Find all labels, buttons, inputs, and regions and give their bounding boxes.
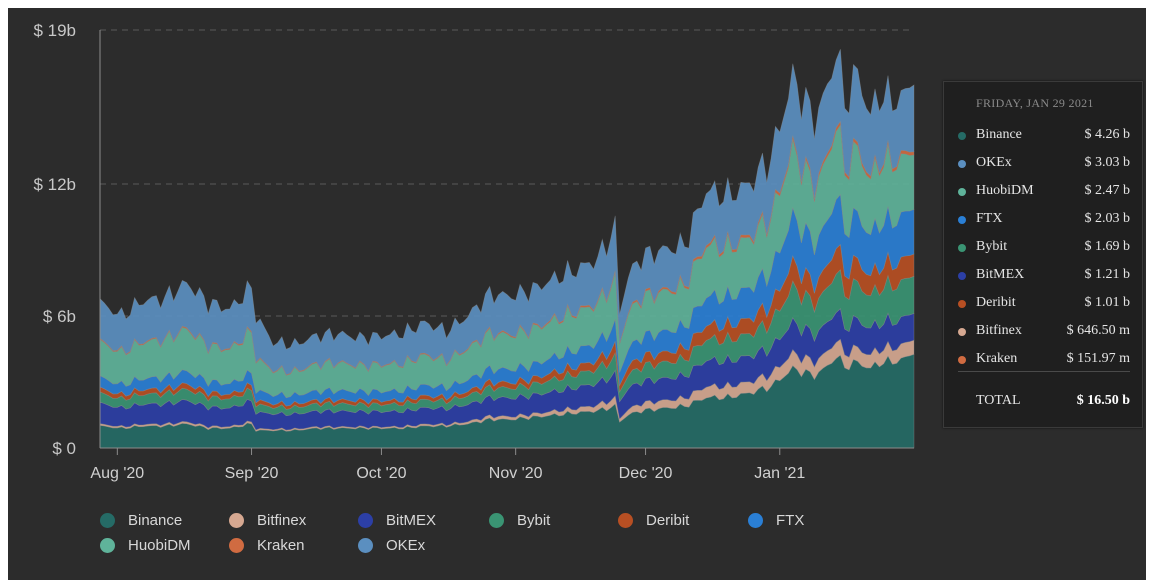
tooltip-series-name: BitMEX: [976, 267, 1025, 282]
tooltip-series-name: Kraken: [976, 351, 1018, 366]
tooltip-series-value: $ 2.47 b: [1084, 183, 1131, 198]
tooltip-series-name: Bybit: [976, 239, 1008, 254]
x-tick-label: Dec '20: [619, 465, 673, 482]
legend-label: OKEx: [386, 537, 426, 554]
y-tick-label: $ 12b: [33, 175, 76, 194]
tooltip-row: Binance $ 4.26 b: [958, 126, 1130, 146]
tooltip-swatch: [958, 300, 966, 308]
y-tick-label: $ 6b: [43, 307, 76, 326]
x-tick-label: Jan '21: [754, 465, 805, 482]
tooltip-series-name: Bitfinex: [976, 323, 1022, 338]
tooltip-series-value: $ 646.50 m: [1066, 323, 1130, 338]
legend-swatch: [748, 513, 763, 528]
x-tick-label: Sep '20: [225, 465, 279, 482]
legend-label: BitMEX: [386, 512, 437, 529]
tooltip-series-value: $ 3.03 b: [1084, 155, 1131, 170]
tooltip-swatch: [958, 272, 966, 280]
tooltip-row: HuobiDM $ 2.47 b: [958, 182, 1130, 202]
tooltip-swatch: [958, 328, 966, 336]
tooltip-series-value: $ 1.69 b: [1084, 239, 1131, 254]
tooltip-series-name: Binance: [976, 127, 1022, 142]
tooltip-swatch: [958, 188, 966, 196]
tooltip-series-value: $ 1.21 b: [1084, 267, 1131, 282]
y-tick-label: $ 19b: [33, 21, 76, 40]
legend-swatch: [489, 513, 504, 528]
legend-swatch: [358, 538, 373, 553]
tooltip-swatch: [958, 160, 966, 168]
tooltip-row: FTX $ 2.03 b: [958, 210, 1130, 230]
tooltip-row: Deribit $ 1.01 b: [958, 294, 1130, 314]
tooltip-row: Kraken $ 151.97 m: [958, 350, 1130, 370]
tooltip-series-value: $ 151.97 m: [1066, 351, 1130, 366]
tooltip-row: Bybit $ 1.69 b: [958, 238, 1130, 258]
stacked-areas[interactable]: [99, 49, 915, 449]
legend-label: HuobiDM: [128, 537, 191, 554]
tooltip-series-value: $ 4.26 b: [1084, 127, 1131, 142]
tooltip-date: FRIDAY, JAN 29 2021: [976, 96, 1094, 110]
chart-panel: $ 0 $ 6b $ 12b $ 19b Aug '20 Sep '20 Oct '20 No…: [8, 8, 1146, 580]
legend-swatch: [100, 513, 115, 528]
legend-label: Bitfinex: [257, 512, 307, 529]
legend-label: Kraken: [257, 537, 305, 554]
legend-label: FTX: [776, 512, 805, 529]
tooltip-total-label: TOTAL: [976, 393, 1021, 408]
tooltip-swatch: [958, 132, 966, 140]
x-tick-label: Oct '20: [356, 465, 406, 482]
tooltip-series-name: HuobiDM: [976, 183, 1034, 198]
tooltip-divider: [958, 371, 1130, 372]
legend-swatch: [358, 513, 373, 528]
tooltip-series-name: Deribit: [976, 295, 1016, 310]
tooltip-swatch: [958, 216, 966, 224]
area-okex[interactable]: [99, 49, 915, 375]
tooltip-swatch: [958, 244, 966, 252]
tooltip-swatch: [958, 356, 966, 364]
tooltip-row: BitMEX $ 1.21 b: [958, 266, 1130, 286]
tooltip-series-name: FTX: [976, 211, 1003, 226]
tooltip-series-value: $ 2.03 b: [1084, 211, 1131, 226]
chart-svg: $ 0 $ 6b $ 12b $ 19b Aug '20 Sep '20 Oct '20 No…: [33, 21, 915, 482]
legend-swatch: [100, 538, 115, 553]
tooltip-series-value: $ 1.01 b: [1084, 295, 1131, 310]
legend-label: Deribit: [646, 512, 690, 529]
legend-swatch: [229, 513, 244, 528]
x-tick-label: Aug '20: [90, 465, 144, 482]
y-tick-label: $ 0: [52, 439, 76, 458]
x-tick-label: Nov '20: [489, 465, 543, 482]
legend-swatch: [229, 538, 244, 553]
tooltip-row: OKEx $ 3.03 b: [958, 154, 1130, 174]
legend-swatch: [618, 513, 633, 528]
axes: $ 0 $ 6b $ 12b $ 19b Aug '20 Sep '20 Oct '20 No…: [33, 21, 914, 482]
hover-tooltip: FRIDAY, JAN 29 2021 Binance $ 4.26 b OKEx $…: [943, 81, 1143, 428]
legend-label: Bybit: [517, 512, 551, 529]
legend-label: Binance: [128, 512, 183, 529]
tooltip-total-value: $ 16.50 b: [1076, 393, 1130, 408]
tooltip-series-name: OKEx: [976, 155, 1012, 170]
tooltip-row: Bitfinex $ 646.50 m: [958, 322, 1130, 342]
